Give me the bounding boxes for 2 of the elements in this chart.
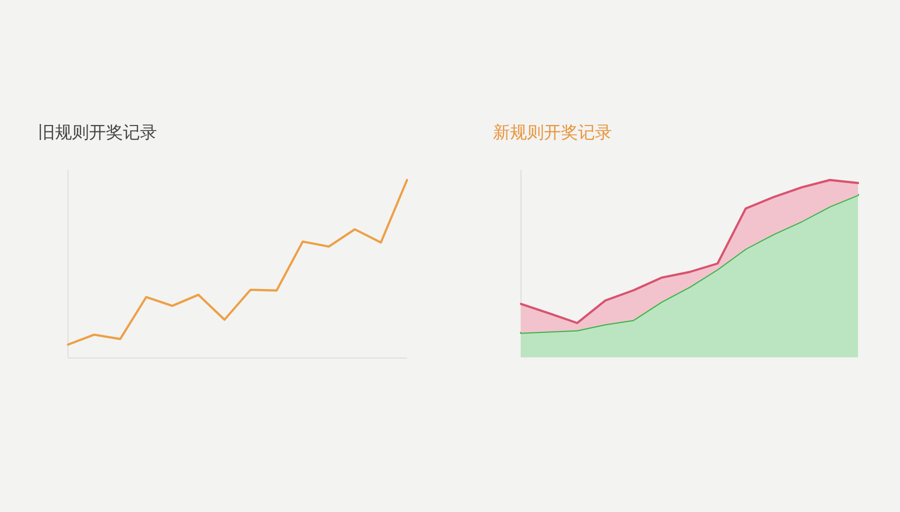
chart-title: 新规则开奖记录 [493, 123, 612, 143]
chart-title: 旧规则开奖记录 [38, 123, 157, 143]
